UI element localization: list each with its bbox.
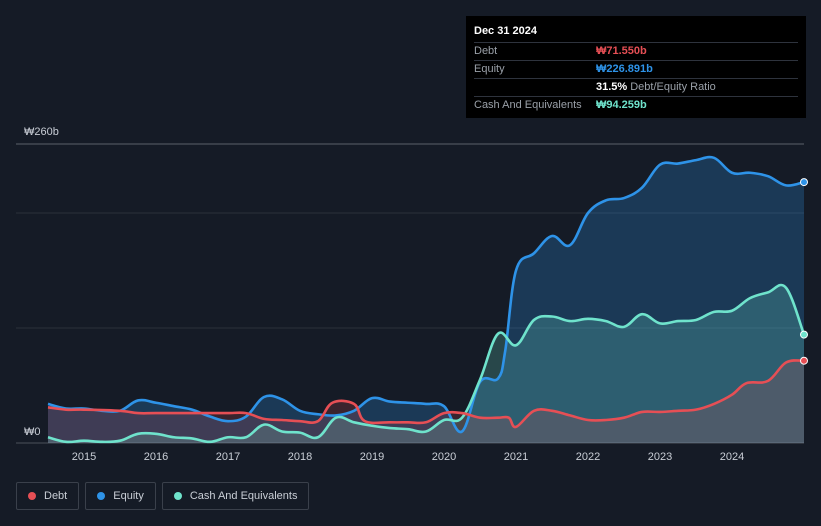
legend-dot-equity — [97, 492, 106, 500]
tooltip-equity-value: ₩226.891b — [596, 63, 653, 75]
tooltip-ratio-value: 31.5% — [596, 81, 628, 93]
x-tick-label: 2017 — [216, 451, 240, 463]
tooltip-cash-label: Cash And Equivalents — [474, 99, 582, 111]
legend-label-debt: Debt — [44, 490, 68, 502]
chart-legend: Debt Equity Cash And Equivalents — [16, 482, 310, 510]
line-equity — [47, 155, 805, 434]
legend-item-debt[interactable]: Debt — [16, 482, 80, 510]
x-tick-label: 2016 — [144, 451, 168, 463]
tooltip-date: Dec 31 2024 — [474, 24, 798, 43]
tooltip-row-cash: Cash And Equivalents ₩94.259b — [474, 97, 798, 114]
tooltip-ratio-label: Debt/Equity Ratio — [630, 81, 716, 93]
plot-area — [48, 144, 804, 443]
tooltip-ratio-label-spacer — [474, 79, 596, 96]
end-marker-debt — [800, 356, 808, 365]
axis-labels: ₩260b ₩0 2015 2016 2017 2018 2019 2020 2021 2022 2… — [24, 126, 744, 463]
x-tick-label: 2021 — [504, 451, 528, 463]
tooltip-equity-label: Equity — [474, 63, 505, 75]
x-tick-label: 2023 — [648, 451, 672, 463]
legend-dot-cash — [173, 492, 182, 500]
series-areas — [48, 157, 804, 443]
area-cash-and-equivalents — [48, 284, 804, 443]
end-marker-cash-and-equivalents — [800, 330, 808, 339]
y-tick-label-bottom: ₩0 — [24, 426, 41, 438]
data-tooltip: Dec 31 2024 Debt ₩71.550b Equity ₩226.89… — [466, 16, 806, 118]
x-tick-label: 2020 — [432, 451, 456, 463]
line-cash-and-equivalents — [47, 283, 806, 444]
y-tick-label-top: ₩260b — [24, 126, 59, 138]
x-tick-label: 2019 — [360, 451, 384, 463]
tooltip-cash-value: ₩94.259b — [596, 99, 647, 111]
x-tick-label: 2018 — [288, 451, 312, 463]
x-tick-label: 2024 — [720, 451, 744, 463]
legend-item-equity[interactable]: Equity — [85, 482, 156, 510]
legend-dot-debt — [28, 492, 36, 500]
tooltip-debt-value: ₩71.550b — [596, 45, 647, 57]
tooltip-row-ratio: 31.5% Debt/Equity Ratio — [474, 79, 798, 97]
area-debt — [48, 360, 804, 443]
x-tick-label: 2022 — [576, 451, 600, 463]
tooltip-debt-label: Debt — [474, 45, 498, 57]
tooltip-row-equity: Equity ₩226.891b — [474, 61, 798, 79]
area-equity — [48, 157, 804, 443]
series-lines — [47, 155, 806, 444]
end-marker-equity — [800, 178, 808, 187]
legend-label-cash: Cash And Equivalents — [189, 490, 298, 502]
tooltip-row-debt: Debt ₩71.550b — [474, 43, 798, 61]
x-tick-label: 2015 — [72, 451, 96, 463]
line-debt — [47, 359, 805, 429]
legend-item-cash[interactable]: Cash And Equivalents — [161, 482, 310, 510]
end-markers — [800, 178, 808, 365]
legend-label-equity: Equity — [113, 490, 144, 502]
gridlines — [16, 143, 804, 444]
